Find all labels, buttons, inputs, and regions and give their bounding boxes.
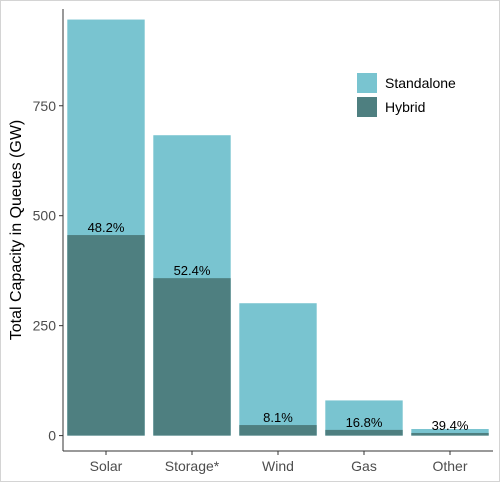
- y-tick-label: 500: [33, 208, 57, 224]
- bar-hybrid-other: [411, 432, 489, 436]
- data-labels-group: 48.2% 52.4% 8.1% 16.8% 39.4%: [88, 220, 469, 433]
- legend-swatch-hybrid: [357, 97, 377, 117]
- x-tick-label-storage: Storage*: [165, 458, 220, 474]
- y-tick-label: 250: [33, 318, 57, 334]
- x-tick-label-gas: Gas: [351, 458, 377, 474]
- x-tick-label-other: Other: [432, 458, 467, 474]
- bar-standalone-wind: [239, 303, 317, 436]
- bar-standalone-other: [411, 429, 489, 436]
- data-label-gas: 16.8%: [346, 415, 383, 430]
- bar-hybrid-wind: [239, 425, 317, 436]
- y-tick-label: 0: [48, 428, 56, 444]
- data-label-solar: 48.2%: [88, 220, 125, 235]
- bar-standalone-gas: [325, 400, 403, 436]
- x-tick-label-wind: Wind: [262, 458, 294, 474]
- y-axis-title: Total Capacity in Queues (GW): [8, 120, 25, 341]
- bar-hybrid-solar: [67, 235, 145, 436]
- data-label-wind: 8.1%: [263, 410, 293, 425]
- legend-label-hybrid: Hybrid: [385, 99, 425, 115]
- legend-swatch-standalone: [357, 73, 377, 93]
- legend-label-standalone: Standalone: [385, 75, 456, 91]
- y-tick-label: 750: [33, 98, 57, 114]
- bar-hybrid-gas: [325, 429, 403, 436]
- axes-group: Solar Storage* Wind Gas Other 0 250 500 750 Total…: [8, 9, 493, 474]
- bars-group: [67, 19, 489, 436]
- x-tick-label-solar: Solar: [90, 458, 123, 474]
- bar-hybrid-storage: [153, 278, 231, 436]
- data-label-storage: 52.4%: [174, 263, 211, 278]
- data-label-other: 39.4%: [432, 418, 469, 433]
- legend: Standalone Hybrid: [357, 73, 456, 117]
